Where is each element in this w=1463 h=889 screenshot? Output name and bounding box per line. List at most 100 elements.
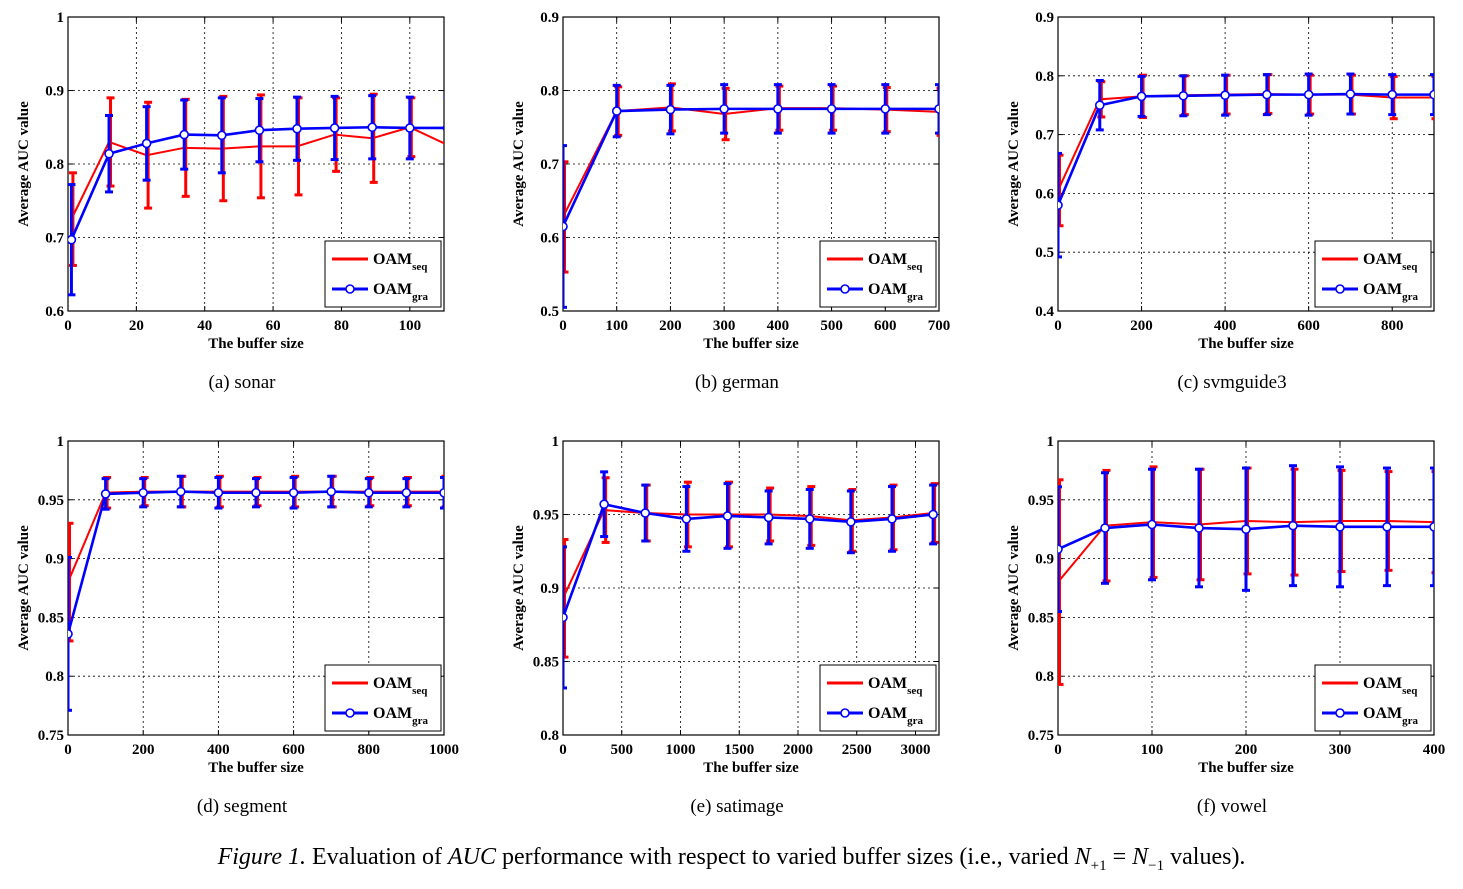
data-layer (1058, 464, 1434, 686)
data-point-gra (100, 489, 111, 499)
x-tick-label: 20 (129, 318, 144, 334)
x-tick-label: 800 (1381, 318, 1404, 334)
series-line-gra (68, 490, 444, 635)
data-point-gra (681, 514, 692, 524)
data-point-gra (1220, 90, 1230, 101)
legend-marker-gra (840, 284, 850, 294)
legend-subscript: gra (907, 715, 923, 727)
data-point-gra (104, 148, 114, 159)
y-tick-label: 0.8 (1035, 669, 1054, 685)
data-point-gra (329, 123, 340, 133)
legend-subscript: seq (907, 261, 923, 273)
data-point-gra (1262, 89, 1272, 100)
x-tick-label: 100 (1141, 742, 1164, 758)
x-tick-label: 400 (207, 742, 230, 758)
data-point-gra (213, 487, 224, 498)
x-tick-label: 0 (559, 742, 567, 758)
data-point-gra (363, 487, 374, 498)
y-axis-label: Average AUC value (16, 525, 32, 651)
subplot-0: 0 20 40 60 80 100 0.6 0.7 0.8 0.9 1 The buffer size… (16, 10, 449, 393)
y-tick-label: 0.8 (45, 157, 64, 173)
data-point-gra (1382, 522, 1392, 532)
y-axis-label: Average AUC value (16, 101, 32, 227)
data-point-gra (1147, 519, 1157, 530)
data-point-gra (1429, 522, 1434, 532)
y-tick-label: 0.6 (45, 304, 64, 320)
y-tick-label: 0.95 (38, 493, 64, 509)
x-tick-label: 800 (358, 742, 381, 758)
y-tick-label: 0.85 (1028, 610, 1054, 626)
data-point-gra (1303, 89, 1314, 100)
x-tick-label: 0 (64, 318, 72, 334)
data-point-gra (611, 106, 622, 116)
y-tick-label: 0.8 (45, 669, 64, 685)
data-point-gra (367, 122, 378, 133)
legend-marker-gra (1335, 708, 1345, 718)
data-point-gra (254, 125, 265, 135)
x-axis-label: The buffer size (1198, 336, 1294, 352)
y-tick-label: 0.9 (45, 552, 64, 568)
x-tick-label: 40 (197, 318, 212, 334)
x-tick-label: 300 (713, 318, 736, 334)
x-tick-label: 200 (659, 318, 682, 334)
x-tick-label: 400 (767, 318, 790, 334)
data-point-gra (563, 221, 568, 232)
y-tick-label: 0.75 (1028, 728, 1054, 744)
legend-box (819, 240, 937, 308)
legend-subscript: gra (907, 291, 923, 303)
x-tick-label: 200 (1130, 318, 1153, 334)
x-tick-label: 3000 (901, 742, 931, 758)
data-point-gra (1058, 200, 1063, 210)
x-tick-label: 600 (1297, 318, 1320, 334)
x-tick-label: 60 (266, 318, 281, 334)
legend-subscript: seq (412, 261, 428, 273)
legend-subscript: gra (1402, 715, 1418, 727)
x-tick-label: 1500 (724, 742, 754, 758)
data-point-gra (640, 508, 651, 518)
data-point-gra (326, 486, 337, 497)
subplot-caption: (a) sonar (209, 372, 277, 393)
y-tick-label: 0.7 (45, 231, 64, 247)
data-point-gra (176, 486, 186, 497)
data-point-gra (405, 123, 415, 133)
legend-box (324, 664, 442, 732)
y-tick-label: 0.75 (38, 728, 64, 744)
data-point-gra (1335, 522, 1345, 532)
subplot-caption: (f) vowel (1197, 796, 1267, 817)
data-point-gra (1241, 524, 1251, 535)
y-tick-label: 0.6 (1035, 186, 1054, 202)
x-tick-label: 700 (928, 318, 951, 334)
data-point-gra (722, 511, 733, 521)
data-layer (563, 82, 939, 309)
data-point-gra (1429, 89, 1434, 100)
x-tick-label: 100 (399, 318, 422, 334)
y-axis-label: Average AUC value (511, 525, 527, 651)
y-tick-label: 0.95 (533, 508, 559, 524)
y-tick-label: 0.95 (1028, 493, 1054, 509)
data-point-gra (1288, 520, 1298, 531)
y-tick-label: 0.5 (540, 304, 559, 320)
data-point-gra (804, 514, 815, 524)
data-layer (68, 92, 449, 297)
legend-marker-gra (345, 284, 355, 294)
y-tick-label: 0.7 (1035, 128, 1054, 144)
data-point-gra (763, 512, 774, 523)
x-tick-label: 1000 (666, 742, 696, 758)
data-point-seq (446, 143, 449, 146)
data-point-gra (563, 612, 568, 623)
legend-subscript: gra (412, 291, 428, 303)
x-tick-label: 0 (64, 742, 72, 758)
series-line-gra (1058, 92, 1434, 206)
legend-marker-gra (840, 708, 850, 718)
data-point-gra (217, 130, 227, 141)
legend-box (1314, 240, 1432, 308)
subplot-3: 0 200 400 600 800 1000 0.75 0.8 0.85 0.9 0.95 1 The … (16, 434, 459, 817)
y-tick-label: 0.9 (540, 10, 559, 26)
y-tick-label: 1 (57, 434, 65, 450)
data-point-gra (1136, 91, 1147, 102)
y-axis-label: Average AUC value (511, 101, 527, 227)
legend-subscript: seq (1402, 261, 1418, 273)
